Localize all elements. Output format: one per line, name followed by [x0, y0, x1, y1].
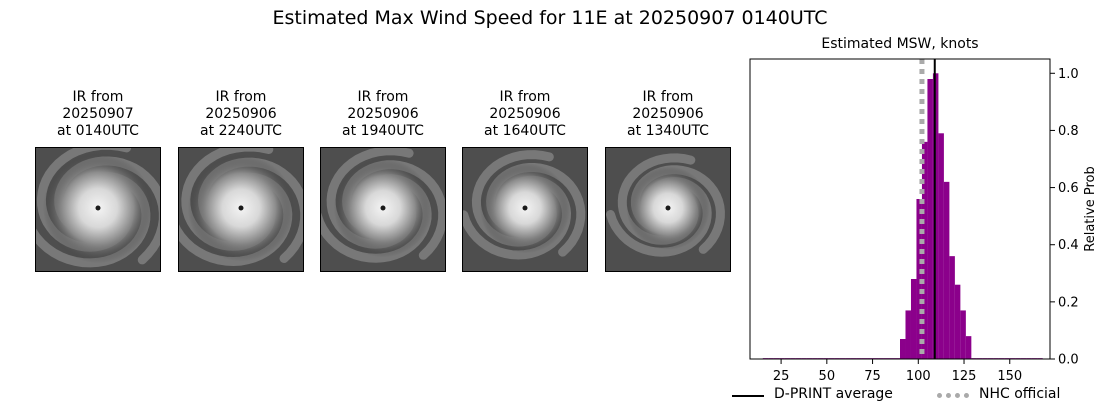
x-tick-label: 100 [906, 369, 931, 384]
legend-line-solid [732, 395, 764, 397]
ir-panel: IR from 20250907 at 0140UTC [35, 89, 161, 272]
ir-panel-title: IR from 20250906 at 2240UTC [200, 89, 282, 139]
y-tick-label: 0.0 [1058, 353, 1079, 368]
x-tick-label: 25 [773, 369, 790, 384]
ir-satellite-image [605, 147, 731, 272]
ir-panel: IR from 20250906 at 2240UTC [178, 89, 304, 272]
y-tick-label: 0.4 [1058, 238, 1079, 253]
ir-satellite-image [462, 147, 588, 272]
hurricane-eye [665, 205, 671, 211]
plot-frame [749, 58, 1051, 360]
legend-line-dotted [937, 393, 969, 398]
ir-panel-title: IR from 20250906 at 1340UTC [627, 89, 709, 139]
figure-title: Estimated Max Wind Speed for 11E at 2025… [272, 7, 828, 29]
ir-panel-title: IR from 20250906 at 1940UTC [342, 89, 424, 139]
histogram-bar [954, 284, 961, 359]
ir-satellite-image [178, 147, 304, 272]
histogram-bar [905, 310, 911, 359]
histogram-bar [949, 256, 955, 359]
histogram-bar [938, 133, 944, 359]
histogram-bar [960, 310, 966, 359]
y-tick-label: 0.8 [1058, 124, 1079, 139]
histogram-bar [943, 181, 950, 359]
x-tick-label: 75 [864, 369, 881, 384]
ir-satellite-image [320, 147, 446, 272]
ir-panel: IR from 20250906 at 1340UTC [605, 89, 731, 272]
ir-panel-title: IR from 20250907 at 0140UTC [57, 89, 139, 139]
histogram-bar [916, 199, 922, 359]
ir-satellite-image [35, 147, 161, 272]
histogram-bar [910, 279, 917, 359]
hurricane-eye [95, 205, 101, 211]
legend-label-nhc: NHC official [979, 386, 1061, 402]
hurricane-eye [380, 205, 386, 211]
histogram-bar [921, 141, 928, 359]
histogram-bar [927, 79, 933, 359]
y-axis-label: Relative Prob [1083, 166, 1098, 251]
y-tick-label: 0.2 [1058, 295, 1079, 310]
histogram-title: Estimated MSW, knots [821, 36, 979, 52]
ir-panel: IR from 20250906 at 1940UTC [320, 89, 446, 272]
histogram-bar [900, 339, 906, 359]
y-tick-label: 0.6 [1058, 181, 1079, 196]
ir-panel-title: IR from 20250906 at 1640UTC [484, 89, 566, 139]
x-tick-label: 150 [997, 369, 1022, 384]
legend-label-dprint: D-PRINT average [774, 386, 893, 402]
histogram-bar [965, 336, 972, 359]
x-tick-label: 125 [952, 369, 977, 384]
x-tick-label: 50 [819, 369, 836, 384]
ir-panel: IR from 20250906 at 1640UTC [462, 89, 588, 272]
y-tick-label: 1.0 [1058, 67, 1079, 82]
hurricane-eye [238, 205, 244, 211]
hurricane-eye [522, 205, 528, 211]
